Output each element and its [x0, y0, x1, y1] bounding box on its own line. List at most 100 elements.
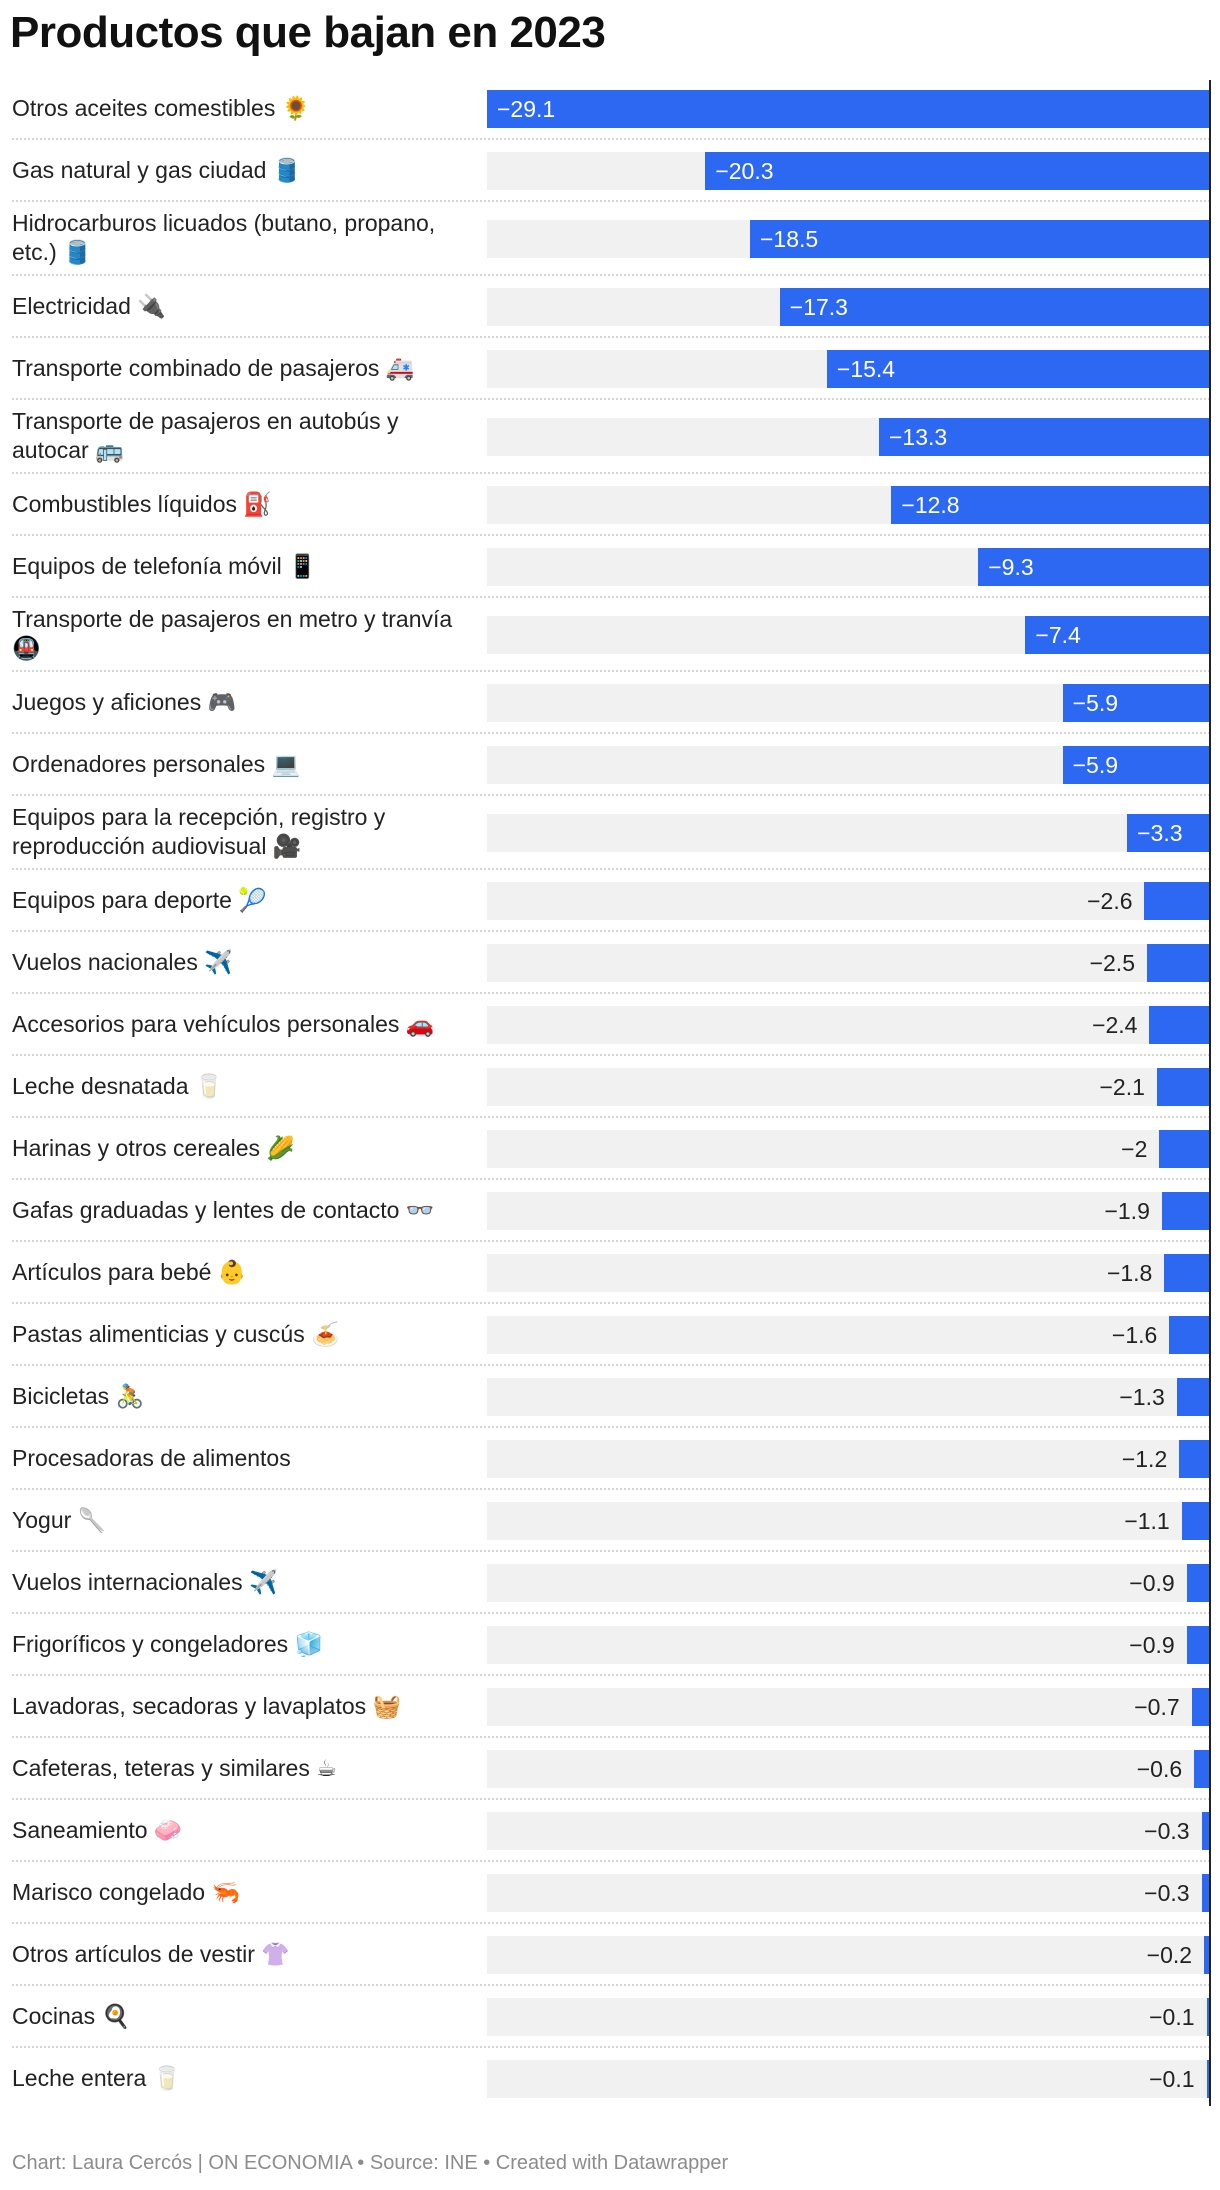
row-separator	[12, 1178, 1210, 1180]
bar	[1025, 616, 1209, 654]
value-label: −3.3	[1137, 820, 1183, 846]
chart-row: Transporte combinado de pasajeros 🚑 −15.4	[0, 338, 1220, 400]
bar	[1144, 882, 1209, 920]
category-label: Hidrocarburos licuados (butano, propano,…	[12, 202, 462, 274]
bar	[1204, 1936, 1209, 1974]
bar	[487, 90, 1209, 128]
bar	[1201, 1874, 1209, 1912]
row-separator	[12, 992, 1210, 994]
chart-row: Gas natural y gas ciudad 🛢️ −20.3	[0, 140, 1220, 202]
value-label: −17.3	[789, 294, 848, 320]
category-label: Equipos de telefonía móvil 📱	[12, 536, 462, 596]
category-label: Ordenadores personales 💻	[12, 734, 462, 794]
category-label-text: Transporte de pasajeros en autobús y aut…	[12, 408, 399, 463]
row-separator	[12, 274, 1210, 276]
row-separator	[12, 138, 1210, 140]
category-label-text: Vuelos internacionales ✈️	[12, 1568, 278, 1595]
category-label: Frigoríficos y congeladores 🧊	[12, 1614, 462, 1674]
row-separator	[12, 670, 1210, 672]
bar	[1161, 1192, 1209, 1230]
bar-track: −15.4	[487, 350, 1209, 388]
bar	[1191, 1688, 1209, 1726]
chart-row: Pastas alimenticias y cuscús 🍝 −1.6	[0, 1304, 1220, 1366]
row-separator	[12, 534, 1210, 536]
category-label: Yogur 🥄	[12, 1490, 462, 1550]
chart-row: Cocinas 🍳 −0.1	[0, 1986, 1220, 2048]
chart-row: Gafas graduadas y lentes de contacto 👓 −1…	[0, 1180, 1220, 1242]
bar-track: −2	[487, 1130, 1209, 1168]
value-label: −20.3	[715, 158, 774, 184]
value-label: −1.9	[1104, 1198, 1150, 1224]
row-separator	[12, 1612, 1210, 1614]
chart-row: Leche desnatada 🥛 −2.1	[0, 1056, 1220, 1118]
bar-track: −1.8	[487, 1254, 1209, 1292]
bar-track: −0.1	[487, 2060, 1209, 2098]
bar	[1181, 1502, 1209, 1540]
value-label: −1.3	[1119, 1384, 1165, 1410]
category-label-text: Yogur 🥄	[12, 1506, 107, 1533]
bar	[1164, 1254, 1209, 1292]
value-label: −2.6	[1087, 888, 1133, 914]
bar	[1179, 1440, 1209, 1478]
chart-row: Harinas y otros cereales 🌽 −2	[0, 1118, 1220, 1180]
bar	[1194, 1750, 1209, 1788]
category-label: Gas natural y gas ciudad 🛢️	[12, 140, 462, 200]
row-separator	[12, 868, 1210, 870]
chart-row: Juegos y aficiones 🎮 −5.9	[0, 672, 1220, 734]
category-label-text: Cocinas 🍳	[12, 2002, 131, 2029]
chart-row: Vuelos nacionales ✈️ −2.5	[0, 932, 1220, 994]
category-label: Transporte combinado de pasajeros 🚑	[12, 338, 462, 398]
category-label-text: Harinas y otros cereales 🌽	[12, 1134, 296, 1161]
category-label-text: Pastas alimenticias y cuscús 🍝	[12, 1320, 340, 1347]
chart-row: Cafeteras, teteras y similares ☕ −0.6	[0, 1738, 1220, 1800]
chart-row: Yogur 🥄 −1.1	[0, 1490, 1220, 1552]
category-label: Otros aceites comestibles 🌻	[12, 78, 462, 138]
bar	[705, 152, 1209, 190]
category-label: Combustibles líquidos ⛽	[12, 474, 462, 534]
chart-row: Hidrocarburos licuados (butano, propano,…	[0, 202, 1220, 276]
value-label: −0.3	[1144, 1880, 1190, 1906]
row-separator	[12, 1364, 1210, 1366]
bar-track: −1.6	[487, 1316, 1209, 1354]
bar-track: −0.6	[487, 1750, 1209, 1788]
value-label: −0.1	[1149, 2004, 1195, 2030]
row-separator	[12, 1240, 1210, 1242]
chart-row: Saneamiento 🧼 −0.3	[0, 1800, 1220, 1862]
category-label-text: Electricidad 🔌	[12, 292, 166, 319]
value-label: −12.8	[901, 492, 960, 518]
bar-track: −29.1	[487, 90, 1209, 128]
category-label: Cafeteras, teteras y similares ☕	[12, 1738, 462, 1798]
row-separator	[12, 1488, 1210, 1490]
chart-footer: Chart: Laura Cercós | ON ECONOMIA • Sour…	[12, 2152, 729, 2174]
value-label: −9.3	[988, 554, 1034, 580]
row-separator	[12, 596, 1210, 598]
value-label: −1.1	[1124, 1508, 1170, 1534]
bar-track: −0.3	[487, 1874, 1209, 1912]
row-separator	[12, 1736, 1210, 1738]
category-label: Procesadoras de alimentos	[12, 1428, 462, 1488]
category-label-text: Vuelos nacionales ✈️	[12, 948, 233, 975]
chart-row: Equipos para la recepción, registro y re…	[0, 796, 1220, 870]
value-label: −2.4	[1092, 1012, 1138, 1038]
bar-track: −1.2	[487, 1440, 1209, 1478]
row-separator	[12, 794, 1210, 796]
row-separator	[12, 1798, 1210, 1800]
category-label: Vuelos nacionales ✈️	[12, 932, 462, 992]
bar	[1146, 944, 1209, 982]
bar-chart: Otros aceites comestibles 🌻 −29.1 Gas natu…	[0, 78, 1220, 2110]
chart-row: Lavadoras, secadoras y lavaplatos 🧺 −0.7	[0, 1676, 1220, 1738]
bar-track: −5.9	[487, 684, 1209, 722]
category-label-text: Leche entera 🥛	[12, 2064, 182, 2091]
row-separator	[12, 200, 1210, 202]
value-label: −0.9	[1129, 1632, 1175, 1658]
bar	[1186, 1626, 1209, 1664]
row-separator	[12, 930, 1210, 932]
category-label-text: Marisco congelado 🦐	[12, 1878, 241, 1905]
category-label-text: Otros aceites comestibles 🌻	[12, 94, 311, 121]
category-label-text: Gas natural y gas ciudad 🛢️	[12, 156, 302, 183]
value-label: −7.4	[1035, 622, 1081, 648]
bar-track: −13.3	[487, 418, 1209, 456]
chart-row: Ordenadores personales 💻 −5.9	[0, 734, 1220, 796]
row-separator	[12, 1116, 1210, 1118]
bar-track: −0.3	[487, 1812, 1209, 1850]
